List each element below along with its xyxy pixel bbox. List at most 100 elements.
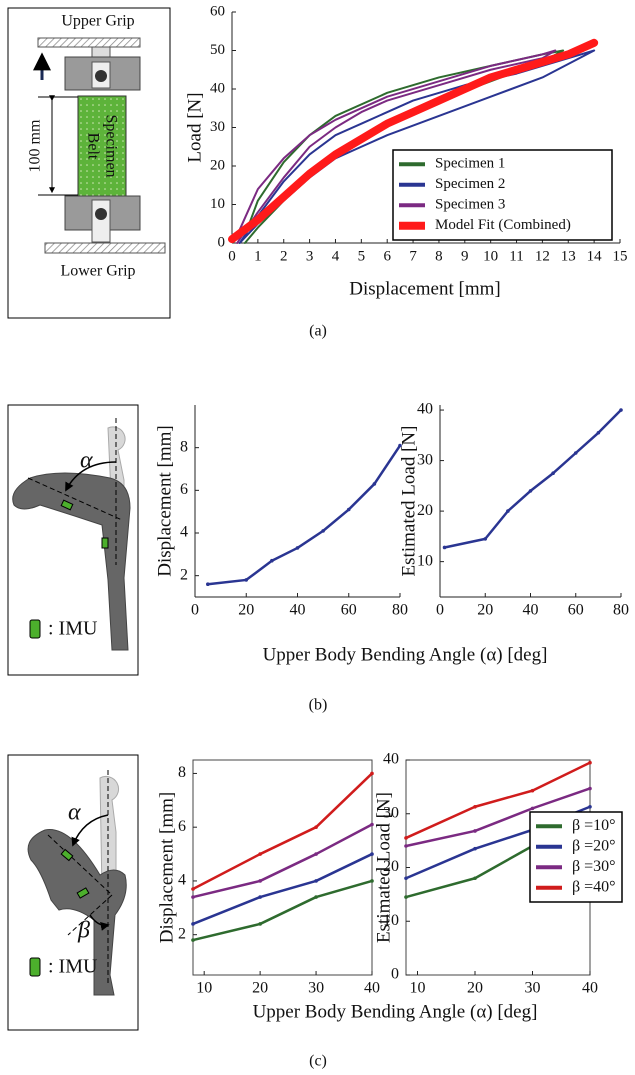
- data-point: [404, 844, 408, 848]
- data-point: [191, 887, 195, 891]
- posture-diagram: α : IMU: [7, 404, 139, 676]
- data-point: [270, 558, 274, 563]
- data-point: [244, 578, 249, 582]
- y-tick-label: 30: [417, 451, 433, 468]
- data-point: [372, 482, 377, 486]
- data-point: [530, 806, 535, 811]
- y-tick-label: 10: [417, 552, 433, 569]
- x-tick-label: 0: [191, 602, 199, 619]
- caption: (a): [309, 323, 327, 340]
- x-tick-label: 30: [525, 980, 541, 997]
- data-point: [473, 876, 477, 881]
- series-line: [191, 879, 374, 942]
- legend-label: Specimen 3: [435, 197, 505, 213]
- angle-arc: [65, 461, 117, 492]
- data-point: [528, 489, 533, 493]
- y-tick-label: 2: [178, 925, 186, 942]
- data-point: [551, 471, 555, 476]
- y-tick-label: 50: [210, 42, 225, 58]
- data-point: [314, 825, 318, 829]
- upper-grip: [37, 37, 141, 48]
- data-point: [588, 786, 592, 791]
- legend-label: Specimen 2: [435, 176, 505, 192]
- legend-label: β =10°: [572, 817, 616, 834]
- data-point: [473, 846, 477, 851]
- trunk-axis: [47, 834, 113, 896]
- alpha-label: α: [68, 800, 81, 826]
- series-line: [191, 823, 374, 899]
- x-tick-label: 10: [196, 980, 212, 997]
- data-point: [258, 879, 262, 883]
- x-tick-label: 40: [364, 980, 380, 997]
- x-tick-label: 11: [509, 248, 523, 264]
- data-point: [314, 879, 318, 883]
- legend-label: Model Fit (Combined): [435, 217, 571, 233]
- data-point: [404, 876, 408, 881]
- y-tick-label: 40: [417, 401, 433, 418]
- x-axis-label: Upper Body Bending Angle (α) [deg]: [263, 644, 548, 665]
- bent-silhouette: [27, 829, 127, 996]
- x-tick-label: 40: [582, 980, 598, 997]
- x-tick-label: 14: [587, 248, 603, 264]
- belt-specimen: [77, 95, 127, 197]
- lower-grip: [44, 242, 166, 254]
- x-tick-label: 1: [254, 248, 262, 264]
- plot-frame: [192, 759, 373, 976]
- legend-box: [392, 149, 613, 241]
- y-tick-label: 20: [383, 858, 399, 875]
- x-tick-label: 60: [341, 602, 357, 619]
- y-tick-label: 2: [180, 566, 188, 583]
- y-axis-label: Estimated Load [N]: [373, 792, 394, 943]
- y-tick-label: 30: [210, 119, 225, 135]
- imu-marker: [101, 537, 109, 549]
- y-axis-label: Displacement [mm]: [156, 792, 177, 943]
- data-point: [483, 537, 488, 541]
- y-tick-label: 30: [383, 804, 399, 821]
- legend-label: β =20°: [572, 837, 616, 854]
- angle-arc: [89, 914, 110, 931]
- series-line: [443, 408, 623, 549]
- x-tick-label: 10: [483, 248, 498, 264]
- data-point: [404, 895, 408, 899]
- x-tick-label: 0: [436, 602, 444, 619]
- data-point: [314, 852, 318, 856]
- y-tick-label: 8: [180, 438, 188, 455]
- imu-marker: [60, 848, 74, 862]
- y-axis-label: Load [N]: [184, 92, 205, 162]
- y-tick-label: 40: [210, 80, 225, 96]
- imu-marker: [60, 499, 74, 511]
- data-point: [314, 895, 318, 899]
- series-line: [236, 49, 557, 244]
- imu-marker: [76, 887, 90, 899]
- x-tick-label: 30: [308, 980, 324, 997]
- y-tick-label: 40: [383, 751, 399, 768]
- data-point: [206, 582, 210, 586]
- caption: (b): [309, 697, 328, 714]
- specimen-label: Specimen: [102, 114, 119, 177]
- x-tick-label: 60: [568, 602, 584, 619]
- series-line: [404, 787, 592, 848]
- data-point: [619, 408, 623, 412]
- data-point: [191, 922, 195, 926]
- data-point: [370, 771, 374, 776]
- x-tick-label: 13: [561, 248, 576, 264]
- x-tick-label: 7: [409, 248, 417, 264]
- data-point: [596, 430, 601, 435]
- x-tick-label: 80: [392, 602, 408, 619]
- x-axis-label: Displacement [mm]: [349, 278, 500, 299]
- x-tick-label: 20: [252, 980, 268, 997]
- y-axis-label: Displacement [mm]: [154, 425, 175, 576]
- y-tick-label: 6: [180, 481, 188, 498]
- data-point: [506, 509, 510, 513]
- upper-grip-label: Upper Grip: [61, 13, 134, 30]
- y-tick-label: 10: [383, 912, 399, 929]
- x-axis-label: Upper Body Bending Angle (α) [deg]: [253, 1001, 538, 1022]
- x-tick-label: 9: [461, 248, 469, 264]
- imu-legend-icon: [29, 957, 41, 977]
- series-line: [404, 761, 592, 840]
- data-point: [473, 829, 477, 833]
- imu-legend-label: : IMU: [48, 956, 98, 978]
- data-point: [473, 804, 477, 809]
- length-label: 100 mm: [27, 119, 44, 172]
